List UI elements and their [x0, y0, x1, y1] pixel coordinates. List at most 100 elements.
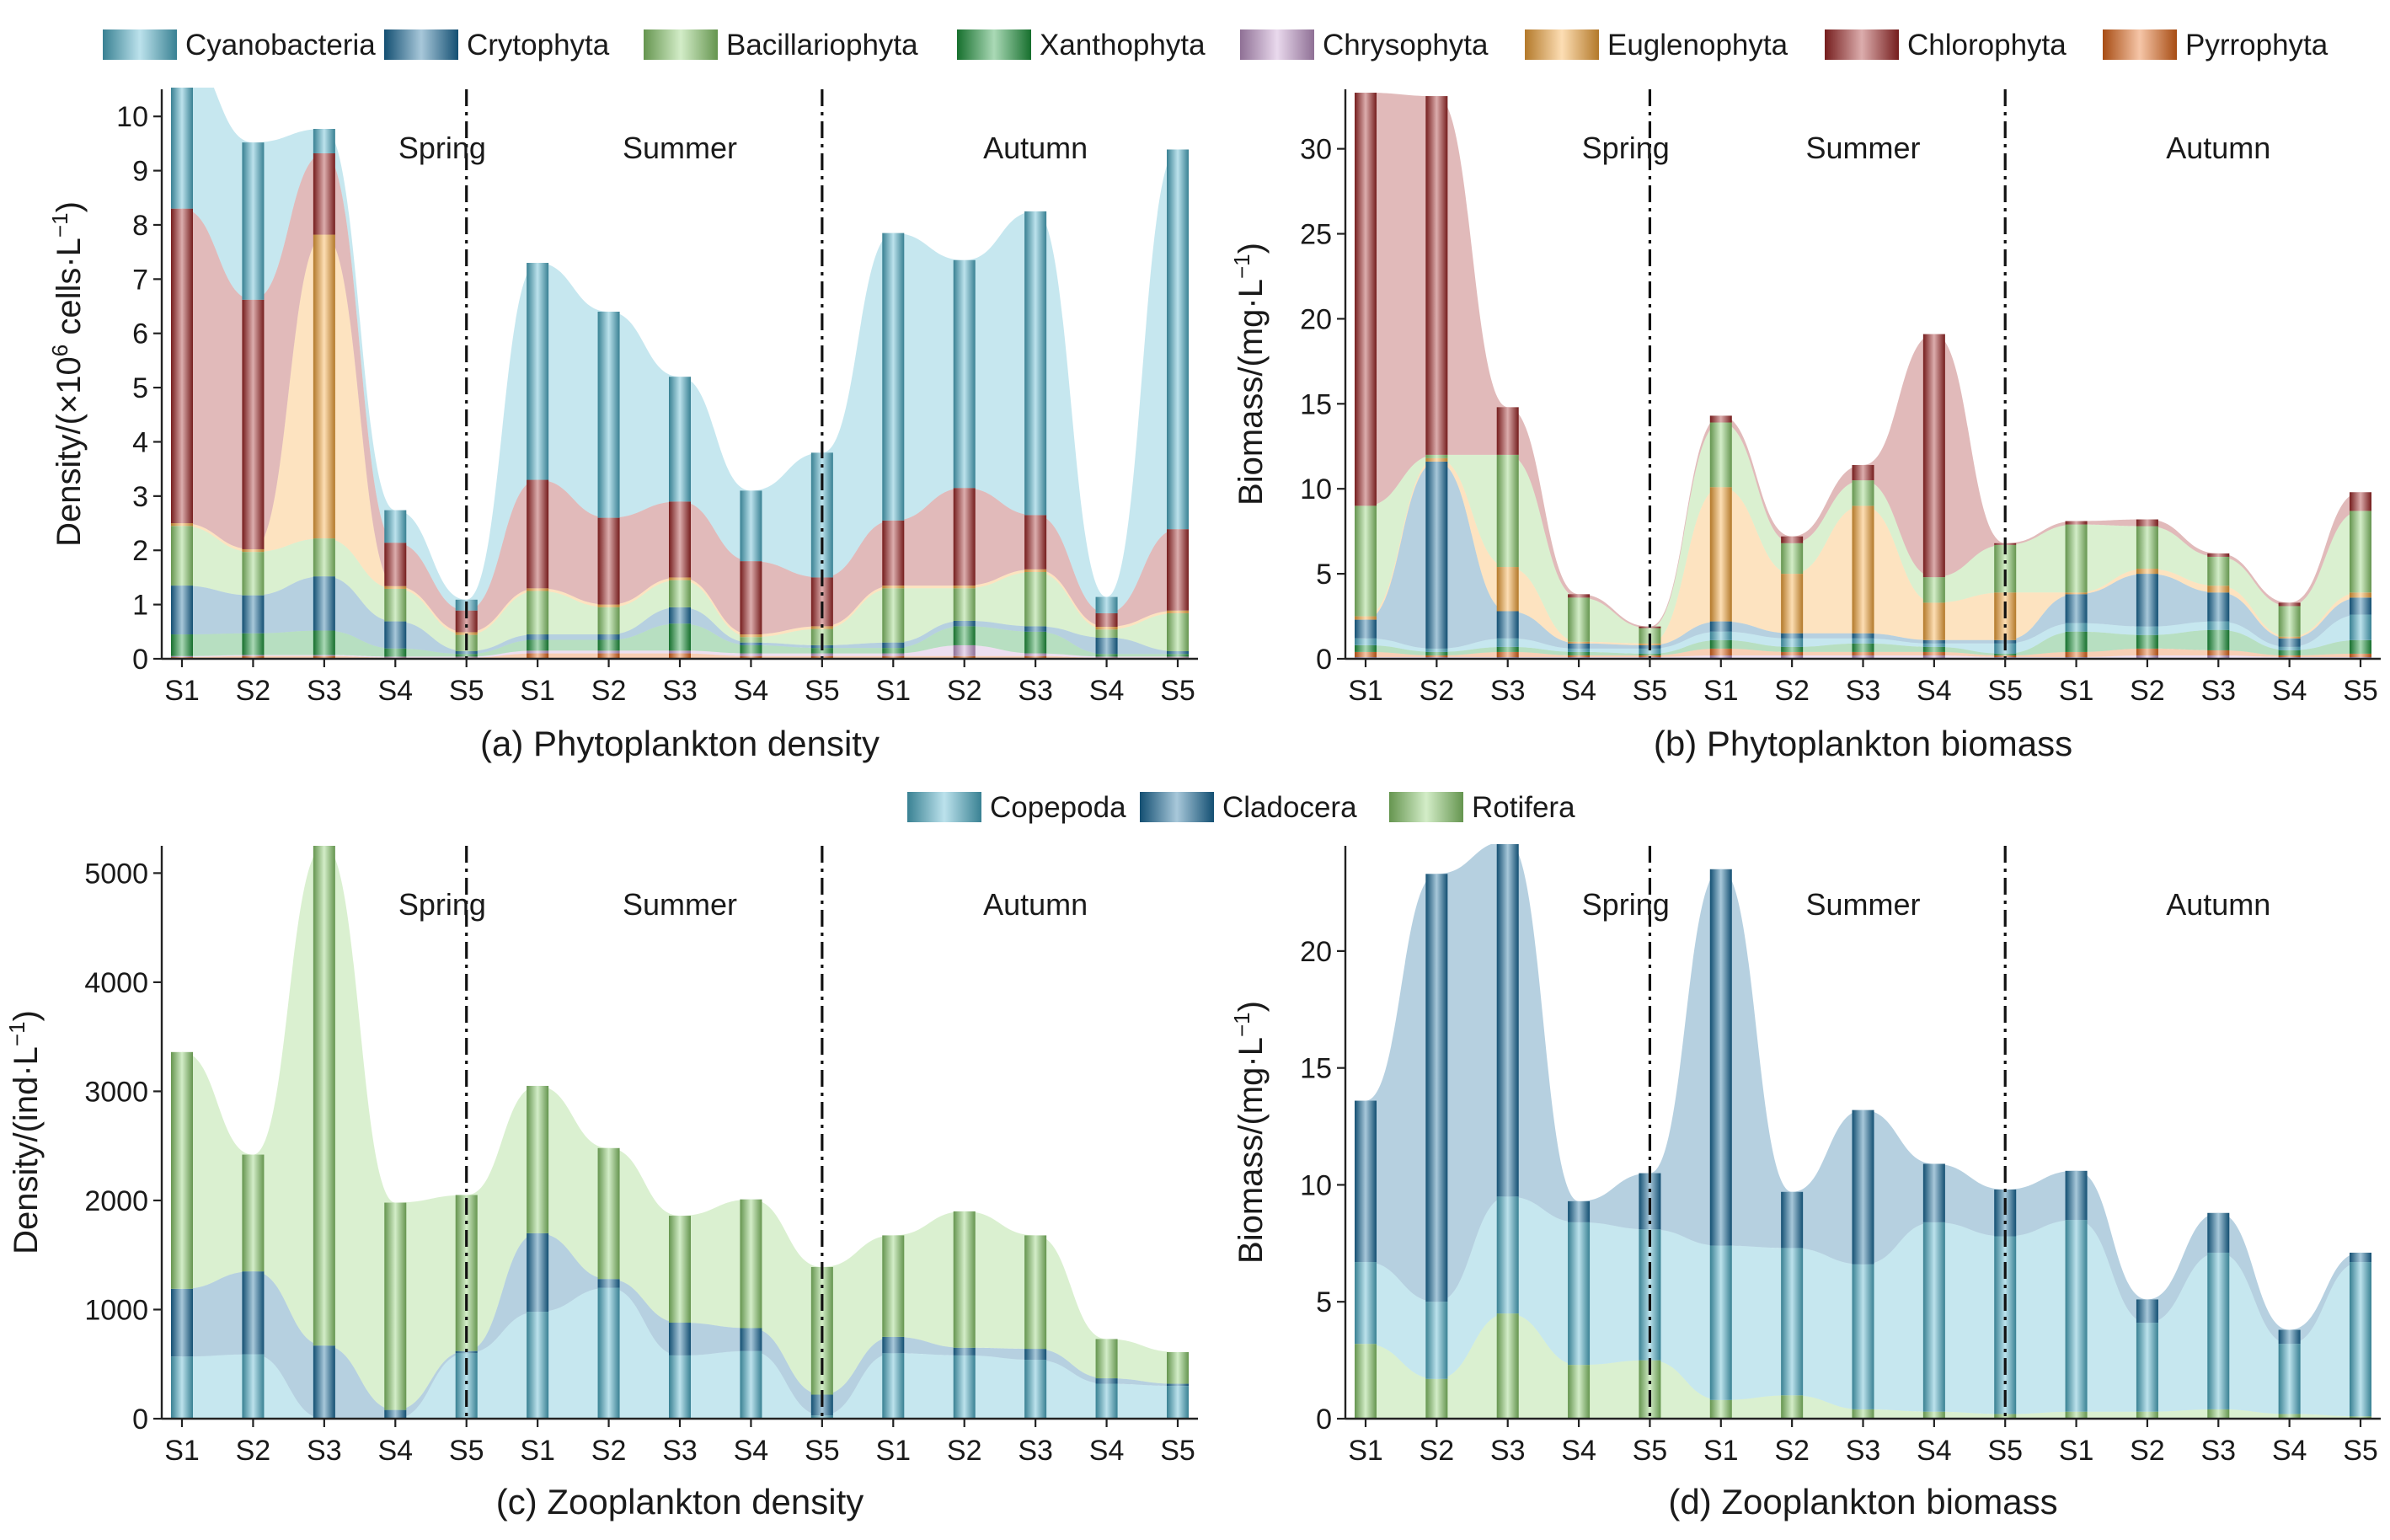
- bar-pyrrophyta-7: [1781, 651, 1804, 655]
- bar-rotifera-6: [527, 1085, 549, 1233]
- bar-rotifera-11: [882, 1235, 905, 1337]
- bar-crytophyta-9: [740, 642, 762, 645]
- bar-pyrrophyta-9: [740, 655, 762, 659]
- bar-rotifera-13: [2207, 1409, 2230, 1419]
- bar-chlorophyta-1: [171, 208, 193, 524]
- bar-crytophyta-8: [1852, 633, 1874, 639]
- y-tick-label: 2: [132, 535, 148, 567]
- bar-chrysophyta-1: [171, 655, 193, 658]
- bar-copepoda-14: [2278, 1344, 2301, 1414]
- bar-chlorophyta-8: [1852, 464, 1874, 481]
- x-tick-label: S3: [662, 675, 698, 707]
- bar-cladocera-4: [384, 1409, 407, 1419]
- x-tick-label: S2: [2130, 675, 2165, 707]
- panel-zooplankton-density: Spring Summer Autumn 0 1000 2000 3000 4000 5000 S…: [4, 846, 1198, 1521]
- band-bacillariophyta: [1366, 422, 2361, 644]
- x-tick-label: S3: [1490, 675, 1526, 707]
- bar-cladocera-4: [1568, 1200, 1591, 1222]
- bar-xanthophyta-8: [1852, 643, 1874, 652]
- bar-rotifera-7: [597, 1147, 620, 1280]
- bar-rotifera-9: [1922, 1411, 1945, 1419]
- bar-xanthophyta-10: [1994, 653, 2017, 655]
- band-copepoda: [182, 1287, 1178, 1419]
- bar-crytophyta-11: [2065, 594, 2088, 623]
- legend-swatch-bacillariophyta: [644, 29, 718, 60]
- y-axis-label-superscript: −1: [47, 212, 72, 238]
- y-tick-label: 5: [1316, 559, 1332, 591]
- bar-cyanobacteria-6: [1709, 631, 1732, 640]
- bar-euglenophyta-14: [1095, 627, 1118, 630]
- bar-cyanobacteria-4: [1568, 648, 1591, 652]
- x-tick-label: S4: [734, 1435, 769, 1467]
- bar-cyanobacteria-7: [1781, 638, 1804, 647]
- y-tick-label: 4: [132, 426, 148, 458]
- x-tick-label: S5: [1987, 1435, 2023, 1467]
- x-tick-label: S5: [1633, 675, 1668, 707]
- legend-label-copepoda: Copepoda: [990, 791, 1126, 824]
- bar-pyrrophyta-11: [882, 655, 905, 659]
- bar-chrysophyta-7: [597, 650, 620, 654]
- legend-swatch-xanthophyta: [957, 29, 1031, 60]
- bar-crytophyta-6: [527, 634, 549, 640]
- bar-cyanobacteria-3: [1496, 638, 1519, 647]
- y-axis-label-text: Biomass/(mg·L: [1232, 1037, 1270, 1264]
- bar-crytophyta-15: [1167, 650, 1189, 655]
- bar-chlorophyta-7: [597, 517, 620, 605]
- band-chlorophyta: [182, 153, 1178, 634]
- season-label-spring: Spring: [1582, 131, 1670, 165]
- bar-xanthophyta-6: [527, 639, 549, 651]
- x-tick-label: S5: [2343, 1435, 2378, 1467]
- bar-copepoda-15: [1167, 1386, 1189, 1419]
- x-tick-label: S3: [1490, 1435, 1526, 1467]
- y-axis-label: Biomass/(mg·L−1): [1229, 1001, 1270, 1264]
- bar-rotifera-8: [669, 1216, 691, 1323]
- bar-cyanobacteria-1: [1355, 638, 1377, 645]
- y-tick-label: 3: [132, 481, 148, 513]
- x-tick-label: S3: [1846, 675, 1881, 707]
- bar-cyanobacteria-6: [527, 263, 549, 480]
- bar-euglenophyta-6: [527, 588, 549, 591]
- bar-copepoda-1: [1355, 1262, 1377, 1345]
- bar-copepoda-12: [2136, 1323, 2158, 1412]
- season-label-autumn: Autumn: [2166, 887, 2270, 922]
- y-tick-label: 0: [1316, 1404, 1332, 1436]
- bar-cyanobacteria-8: [1852, 638, 1874, 644]
- bar-crytophyta-12: [2136, 574, 2158, 627]
- bar-chlorophyta-13: [2207, 553, 2230, 557]
- y-tick-label: 20: [1300, 303, 1332, 335]
- season-label-summer: Summer: [1805, 131, 1920, 165]
- bar-xanthophyta-9: [740, 644, 762, 654]
- bar-pyrrophyta-13: [1024, 655, 1047, 659]
- bar-copepoda-14: [1095, 1383, 1118, 1419]
- bar-bacillariophyta-13: [1024, 571, 1047, 627]
- legend-swatch-cladocera: [1140, 792, 1214, 822]
- bar-xanthophyta-7: [597, 639, 620, 651]
- band-cyanobacteria: [182, 88, 1178, 613]
- bar-cladocera-8: [1852, 1110, 1874, 1265]
- season-label-spring: Spring: [398, 887, 486, 922]
- bar-chlorophyta-11: [882, 520, 905, 586]
- y-tick-label: 15: [1300, 388, 1332, 420]
- bar-euglenophyta-2: [242, 548, 265, 553]
- bar-xanthophyta-4: [1568, 651, 1591, 655]
- bar-xanthophyta-8: [669, 623, 691, 651]
- bar-xanthophyta-12: [953, 626, 976, 645]
- bar-xanthophyta-4: [384, 648, 407, 657]
- y-tick-label: 10: [1300, 1169, 1332, 1201]
- x-tick-label: S3: [2200, 1435, 2236, 1467]
- x-tick-label: S4: [1561, 675, 1596, 707]
- bar-cladocera-13: [2207, 1212, 2230, 1253]
- bar-pyrrophyta-7: [597, 653, 620, 659]
- y-tick-label: 3000: [84, 1076, 148, 1108]
- bar-chrysophyta-8: [669, 650, 691, 654]
- season-label-summer: Summer: [623, 887, 737, 922]
- bar-euglenophyta-1: [1355, 616, 1377, 620]
- bar-crytophyta-11: [882, 642, 905, 649]
- bar-bacillariophyta-11: [882, 588, 905, 643]
- x-tick-label: S5: [1160, 675, 1195, 707]
- bar-bacillariophyta-11: [2065, 524, 2088, 593]
- bar-cladocera-7: [1781, 1191, 1804, 1249]
- y-tick-label: 2000: [84, 1185, 148, 1217]
- bar-xanthophyta-13: [2207, 629, 2230, 650]
